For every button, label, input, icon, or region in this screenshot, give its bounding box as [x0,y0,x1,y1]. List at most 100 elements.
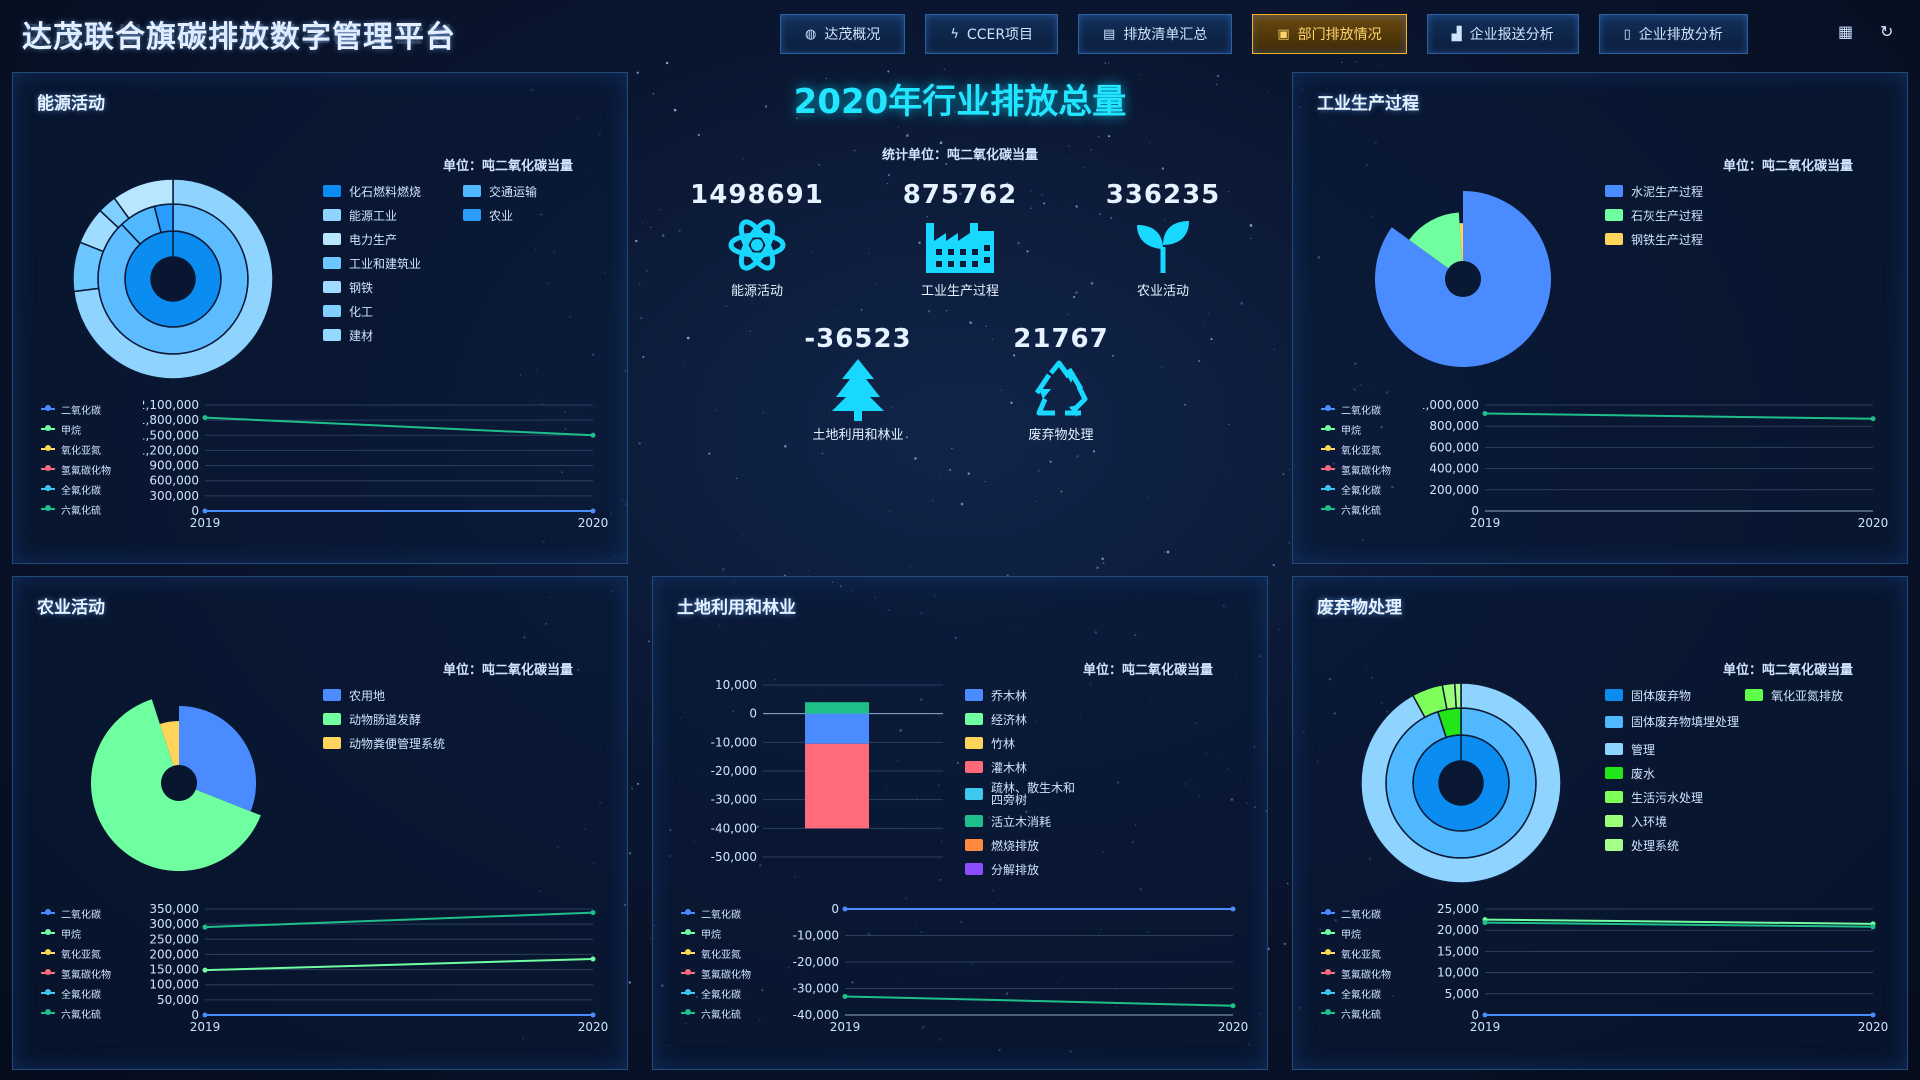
legend-item[interactable]: 疏林、散生木和四旁树 [965,779,1085,809]
gas-legend-item[interactable]: 二氧化碳 [1321,903,1391,923]
legend-item[interactable]: 石灰生产过程 [1605,203,1703,227]
legend-item[interactable]: 能源工业 [323,203,463,227]
gas-legend-item[interactable]: 全氟化碳 [41,983,111,1003]
nav-ccer-button[interactable]: ϟ CCER项目 [925,14,1059,54]
legend-item[interactable]: 竹林 [965,731,1085,755]
gas-legend-item[interactable]: 甲烷 [41,419,111,439]
stat-waste[interactable]: 21767 废弃物处理 [971,324,1151,443]
gas-legend-item[interactable]: 二氧化碳 [1321,399,1391,419]
data-point[interactable] [202,1012,208,1018]
gas-legend-item[interactable]: 六氟化硫 [681,1003,751,1023]
gas-legend-item[interactable]: 氧化亚氮 [1321,943,1391,963]
data-point[interactable] [842,993,848,999]
legend-item[interactable]: 化石燃料燃烧 [323,179,463,203]
legend-item[interactable]: 乔木林 [965,683,1085,707]
bar-segment[interactable] [805,743,869,829]
data-point[interactable] [842,906,848,912]
data-point[interactable] [1230,1003,1236,1009]
legend-item[interactable]: 管理 [1605,737,1745,761]
legend-item[interactable]: 农用地 [323,683,445,707]
legend-item[interactable]: 燃烧排放 [965,833,1085,857]
gas-legend-item[interactable]: 氧化亚氮 [41,439,111,459]
stat-industry[interactable]: 875762 工业生产过程 [870,180,1050,299]
gas-legend-item[interactable]: 甲烷 [681,923,751,943]
gas-legend-item[interactable]: 氢氟碳化物 [41,963,111,983]
gas-legend-item[interactable]: 氢氟碳化物 [1321,963,1391,983]
legend-item[interactable]: 经济林 [965,707,1085,731]
data-point[interactable] [1482,410,1488,416]
data-point[interactable] [1230,906,1236,912]
legend-item[interactable]: 交通运输 [463,179,603,203]
stat-land[interactable]: -36523 土地利用和林业 [768,324,948,443]
legend-item[interactable]: 电力生产 [323,227,463,251]
gas-legend-item[interactable]: 二氧化碳 [41,903,111,923]
bar-segment[interactable] [805,702,869,714]
gas-legend-item[interactable]: 全氟化碳 [1321,479,1391,499]
legend-item[interactable]: 氧化亚氮排放 [1745,683,1895,707]
sunburst-slice[interactable] [72,178,274,380]
gas-legend-item[interactable]: 氧化亚氮 [1321,439,1391,459]
legend-item[interactable]: 建材 [323,323,463,347]
series-line[interactable] [844,995,1234,1007]
nav-overview-button[interactable]: ◍ 达茂概况 [780,14,906,54]
data-point[interactable] [202,924,208,930]
legend-item[interactable]: 动物肠道发酵 [323,707,445,731]
legend-item[interactable]: 处理系统 [1605,833,1745,857]
pie-slice[interactable] [159,720,179,766]
gas-legend-item[interactable]: 甲烷 [1321,923,1391,943]
gas-legend-item[interactable]: 甲烷 [41,923,111,943]
gas-legend-item[interactable]: 氧化亚氮 [41,943,111,963]
legend-item[interactable]: 动物粪便管理系统 [323,731,445,755]
series-line[interactable] [204,911,594,929]
gas-legend-item[interactable]: 氢氟碳化物 [681,963,751,983]
sunburst-slice[interactable] [1360,682,1562,884]
data-point[interactable] [1482,1012,1488,1018]
gas-legend-item[interactable]: 氢氟碳化物 [41,459,111,479]
nav-department-button[interactable]: ▣ 部门排放情况 [1252,14,1407,54]
data-point[interactable] [202,967,208,973]
gas-legend-item[interactable]: 六氟化硫 [1321,1003,1391,1023]
gas-legend-item[interactable]: 全氟化碳 [681,983,751,1003]
data-point[interactable] [1870,416,1876,422]
series-line[interactable] [1484,921,1874,928]
legend-item[interactable]: 分解排放 [965,857,1085,881]
sunburst-slice[interactable] [1453,682,1462,709]
legend-item[interactable]: 灌木林 [965,755,1085,779]
legend-item[interactable]: 固体废弃物 [1605,683,1745,707]
gas-legend-item[interactable]: 六氟化硫 [41,1003,111,1023]
series-line[interactable] [1484,412,1874,420]
gas-legend-item[interactable]: 六氟化硫 [1321,499,1391,519]
legend-item[interactable]: 钢铁 [323,275,463,299]
pie-slice[interactable] [91,699,261,871]
legend-item[interactable]: 农业 [463,203,603,227]
gas-legend-item[interactable]: 二氧化碳 [41,399,111,419]
data-point[interactable] [590,910,596,916]
sunburst-slice[interactable] [113,178,174,220]
legend-item[interactable]: 水泥生产过程 [1605,179,1703,203]
data-point[interactable] [1870,1012,1876,1018]
gas-legend-item[interactable]: 甲烷 [1321,419,1391,439]
series-line[interactable] [1484,918,1874,925]
pie-slice[interactable] [1459,223,1463,262]
gas-legend-item[interactable]: 氢氟碳化物 [1321,459,1391,479]
bar-segment[interactable] [805,713,869,744]
pie-slice[interactable] [179,705,257,812]
legend-item[interactable]: 废水 [1605,761,1745,785]
legend-item[interactable]: 固体废弃物填埋处理 [1605,707,1745,737]
data-point[interactable] [590,956,596,962]
series-line[interactable] [204,957,594,972]
gas-legend-item[interactable]: 全氟化碳 [1321,983,1391,1003]
data-point[interactable] [202,508,208,514]
legend-item[interactable]: 钢铁生产过程 [1605,227,1703,251]
stat-agriculture[interactable]: 336235 农业活动 [1073,180,1253,299]
legend-item[interactable]: 活立木消耗 [965,809,1085,833]
legend-item[interactable]: 生活污水处理 [1605,785,1745,809]
nav-inventory-button[interactable]: ▤ 排放清单汇总 [1078,14,1233,54]
stat-energy[interactable]: 1498691 能源活动 [667,180,847,299]
legend-item[interactable]: 入环境 [1605,809,1745,833]
data-point[interactable] [202,415,208,421]
pie-slice[interactable] [1375,191,1551,367]
legend-item[interactable]: 工业和建筑业 [323,251,463,275]
data-point[interactable] [1870,924,1876,930]
legend-item[interactable]: 化工 [323,299,463,323]
